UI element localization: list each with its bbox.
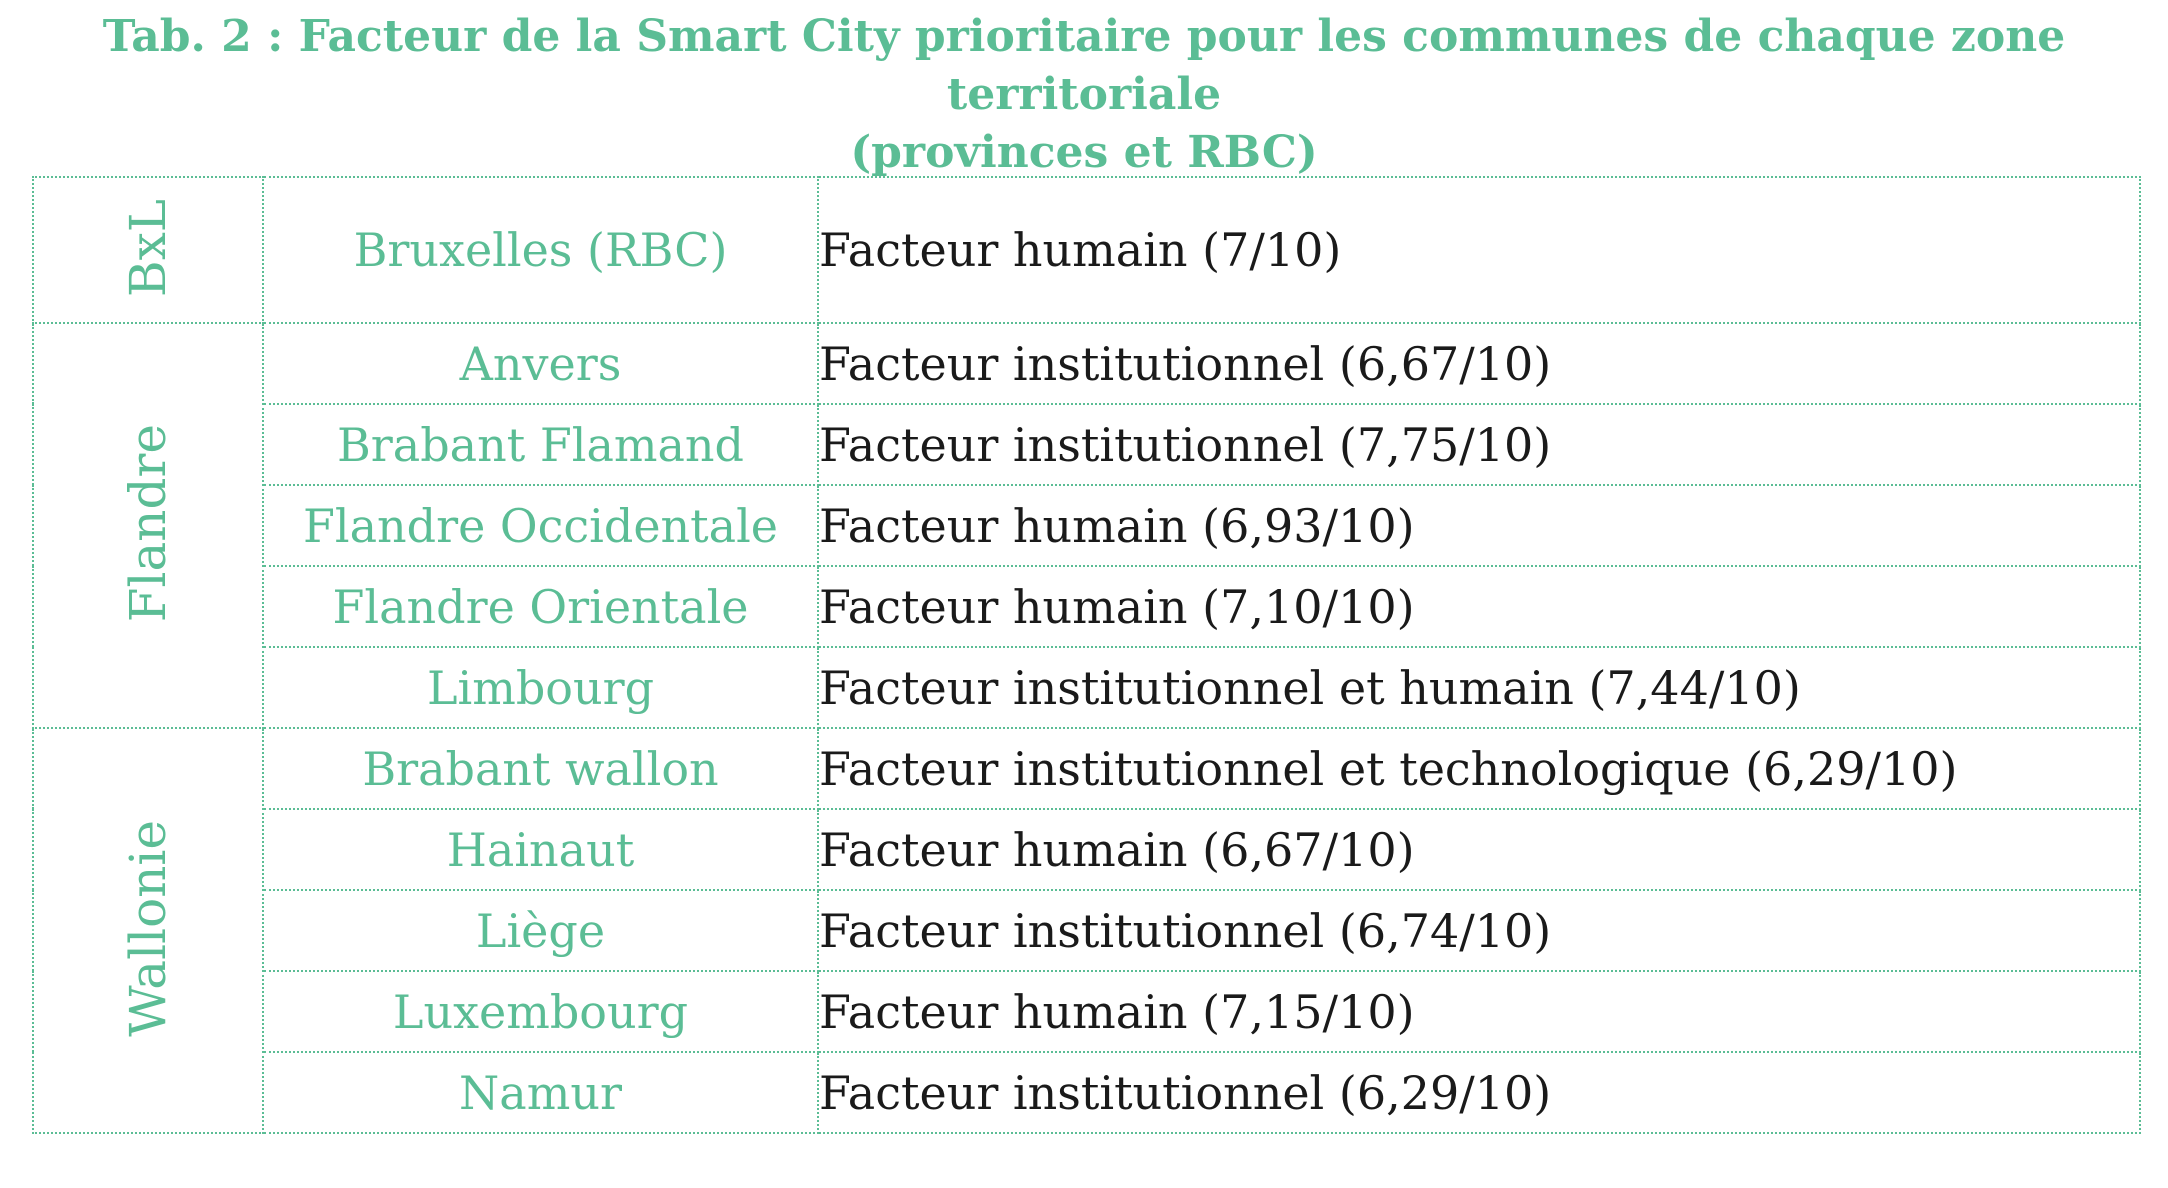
table-row: BxL Bruxelles (RBC) Facteur humain (7/10… bbox=[32, 176, 2141, 324]
province-cell: Bruxelles (RBC) bbox=[262, 176, 819, 324]
factor-cell: Facteur humain (6,93/10) bbox=[817, 484, 2141, 567]
table-row: Wallonie Brabant wallon Facteur institut… bbox=[32, 727, 2141, 1134]
table-title-line-2: (provinces et RBC) bbox=[850, 127, 1318, 178]
table-title-line-1: Tab. 2 : Facteur de la Smart City priori… bbox=[102, 11, 2066, 120]
province-cell: Anvers bbox=[262, 322, 819, 405]
table-row: Flandre Occidentale Facteur humain (6,93… bbox=[33, 484, 2141, 567]
table-row: Luxembourg Facteur humain (7,15/10) bbox=[33, 970, 2141, 1053]
zone-cell-bxl: BxL bbox=[32, 176, 264, 324]
table-row: Hainaut Facteur humain (6,67/10) bbox=[33, 808, 2141, 891]
table-row: Brabant Flamand Facteur institutionnel (… bbox=[33, 403, 2141, 486]
zone-label-flandre: Flandre bbox=[119, 424, 177, 623]
zone-label-wallonie: Wallonie bbox=[119, 820, 177, 1037]
factor-cell: Facteur humain (7,15/10) bbox=[817, 970, 2141, 1053]
factor-cell: Facteur humain (6,67/10) bbox=[817, 808, 2141, 891]
factor-cell: Facteur institutionnel et humain (7,44/1… bbox=[817, 646, 2141, 729]
province-cell: Flandre Occidentale bbox=[262, 484, 819, 567]
zone-cell-wallonie: Wallonie bbox=[32, 727, 264, 1134]
factor-cell: Facteur institutionnel (6,29/10) bbox=[817, 1051, 2141, 1134]
factor-cell: Facteur institutionnel (7,75/10) bbox=[817, 403, 2141, 486]
province-cell: Brabant wallon bbox=[262, 727, 819, 810]
province-cell: Namur bbox=[262, 1051, 819, 1134]
province-cell: Hainaut bbox=[262, 808, 819, 891]
province-cell: Limbourg bbox=[262, 646, 819, 729]
zone-label-bxl: BxL bbox=[119, 198, 177, 298]
table-title: Tab. 2 : Facteur de la Smart City priori… bbox=[0, 8, 2168, 182]
factor-cell: Facteur institutionnel et technologique … bbox=[817, 727, 2141, 810]
table-row: Namur Facteur institutionnel (6,29/10) bbox=[33, 1051, 2141, 1134]
factor-cell: Facteur humain (7,10/10) bbox=[817, 565, 2141, 648]
zone-cell-flandre: Flandre bbox=[32, 322, 264, 729]
province-cell: Liège bbox=[262, 889, 819, 972]
table-row: Limbourg Facteur institutionnel et humai… bbox=[33, 646, 2141, 729]
smart-city-factor-table: BxL Bruxelles (RBC) Facteur humain (7/10… bbox=[32, 176, 2141, 1134]
province-cell: Flandre Orientale bbox=[262, 565, 819, 648]
table-row: Liège Facteur institutionnel (6,74/10) bbox=[33, 889, 2141, 972]
province-cell: Brabant Flamand bbox=[262, 403, 819, 486]
table-row: Flandre Anvers Facteur institutionnel (6… bbox=[32, 322, 2141, 729]
factor-cell: Facteur institutionnel (6,74/10) bbox=[817, 889, 2141, 972]
factor-cell: Facteur institutionnel (6,67/10) bbox=[817, 322, 2141, 405]
province-cell: Luxembourg bbox=[262, 970, 819, 1053]
factor-cell: Facteur humain (7/10) bbox=[817, 176, 2141, 324]
table-row: Flandre Orientale Facteur humain (7,10/1… bbox=[33, 565, 2141, 648]
